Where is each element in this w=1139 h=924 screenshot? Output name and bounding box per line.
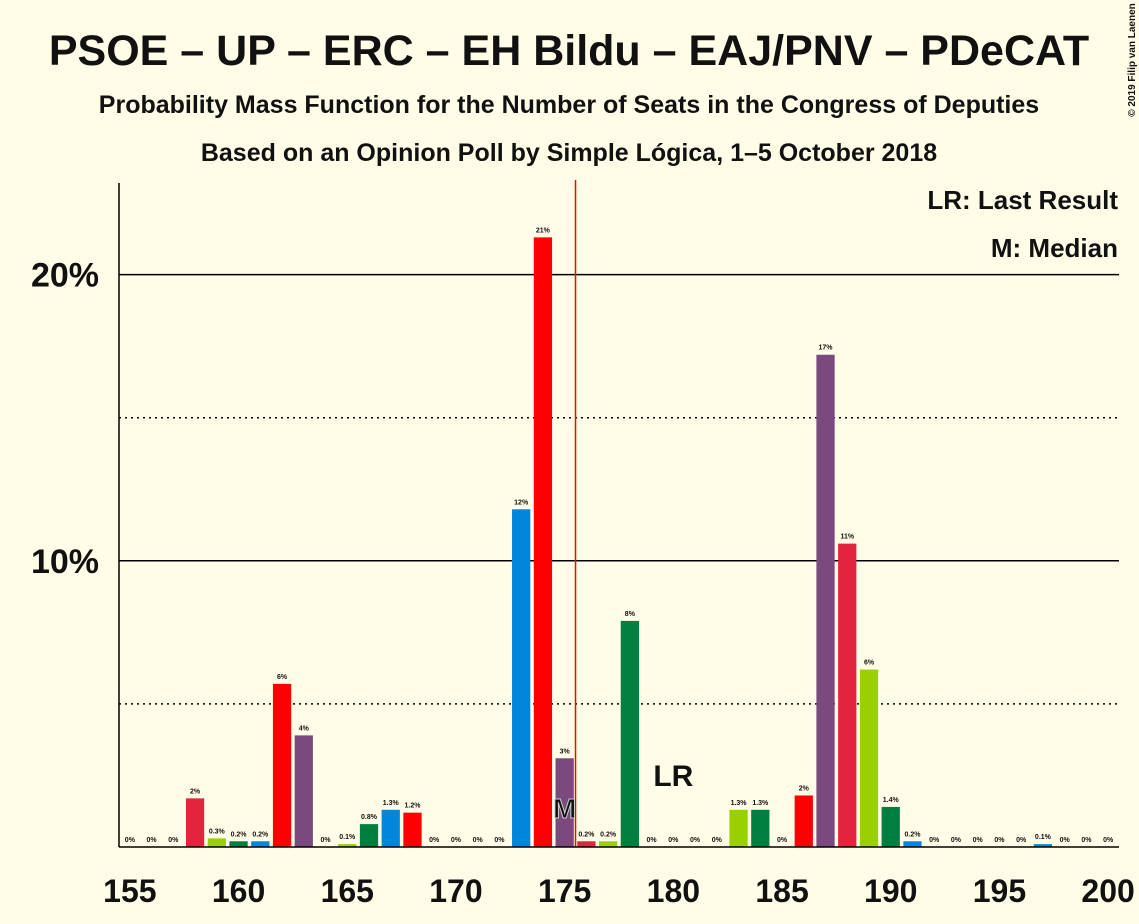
value-label: 0% [647,837,658,844]
x-tick-label: 190 [864,873,917,909]
bar [729,809,748,847]
value-label: 1.3% [731,800,748,807]
bar [207,838,226,847]
x-tick-label: 175 [538,873,591,909]
value-label: 1.3% [752,800,769,807]
value-label: 0% [1103,837,1114,844]
y-tick-label: 10% [31,543,99,581]
bar [577,841,596,847]
bar [794,795,813,847]
last-result-marker: LR [653,760,693,793]
value-label: 0% [1081,837,1092,844]
value-label: 0.1% [1035,834,1052,841]
value-label: 0.2% [600,831,617,838]
x-tick-label: 200 [1081,873,1134,909]
bar [555,758,574,847]
bar [272,683,292,847]
bar [185,798,205,847]
value-label: 0.1% [339,834,356,841]
value-label: 1.4% [883,797,900,804]
value-label: 0% [320,837,331,844]
value-label: 0% [1060,837,1071,844]
copyright: © 2019 Filip van Laenen [1127,3,1138,117]
x-tick-label: 180 [647,873,700,909]
value-label: 4% [299,725,310,732]
value-label: 3% [560,748,571,755]
x-tick-label: 170 [429,873,482,909]
value-label: 17% [819,345,834,352]
value-label: 0% [1016,837,1027,844]
bar [229,841,248,847]
value-label: 0% [690,837,701,844]
bar [338,844,357,847]
value-label: 2% [799,785,810,792]
value-label: 0% [668,837,679,844]
bar [903,841,922,847]
value-label: 0% [929,837,940,844]
value-label: 0% [429,837,440,844]
x-tick-label: 165 [321,873,374,909]
value-label: 0% [168,837,179,844]
x-tick-label: 195 [973,873,1026,909]
chart-subtitle: Probability Mass Function for the Number… [99,91,1039,119]
value-label: 0.2% [252,831,269,838]
bar [381,809,400,847]
x-tick-label: 185 [755,873,808,909]
bar [859,669,879,847]
value-label: 1.2% [404,803,421,810]
bar [1033,844,1053,847]
value-label: 0% [777,837,788,844]
value-label: 1.3% [383,800,400,807]
value-label: 6% [277,674,288,681]
value-label: 0% [494,837,505,844]
value-label: 0% [994,837,1005,844]
bar [620,620,639,847]
bar [359,824,379,847]
bar [533,237,553,848]
legend-entry: M: Median [991,233,1118,263]
value-label: 2% [190,788,201,795]
bar [294,735,313,847]
median-marker: M [553,793,576,824]
bar [751,809,770,847]
value-label: 12% [514,499,529,506]
bar [251,841,270,847]
value-label: 8% [625,611,636,618]
bar [403,812,422,847]
value-label: 6% [864,660,875,667]
value-label: 0.2% [578,831,595,838]
value-label: 21% [536,227,551,234]
value-label: 0% [147,837,158,844]
y-tick-label: 20% [31,257,99,295]
bar [512,509,531,847]
bar [881,806,900,847]
legend-entry: LR: Last Result [927,185,1118,215]
chart-title: PSOE – UP – ERC – EH Bildu – EAJ/PNV – P… [49,27,1089,75]
value-label: 0.2% [904,831,921,838]
value-label: 0.2% [231,831,248,838]
bar [816,354,835,847]
x-tick-label: 160 [212,873,265,909]
value-label: 11% [840,534,854,541]
value-label: 0.3% [209,828,226,835]
value-label: 0% [973,837,984,844]
value-label: 0% [951,837,962,844]
chart-subtitle: Based on an Opinion Poll by Simple Lógic… [201,139,937,167]
bar [838,543,857,847]
value-label: 0.8% [361,814,378,821]
value-label: 0% [451,837,462,844]
value-label: 0% [125,837,136,844]
x-tick-label: 155 [103,873,156,909]
value-label: 0% [712,837,723,844]
value-label: 0% [473,837,484,844]
bar [599,841,618,847]
